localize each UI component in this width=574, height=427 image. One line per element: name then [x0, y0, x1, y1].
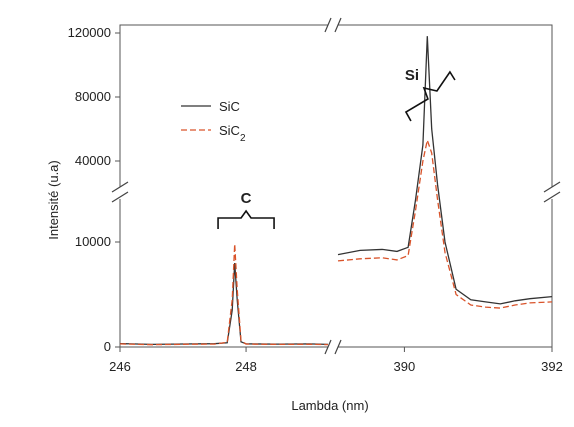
y-tick-label: 120000	[68, 25, 111, 40]
series-line-left-0	[119, 262, 329, 346]
y-axis-title: Intensité (u.a)	[46, 160, 61, 240]
bottom-axis-break-gap	[328, 339, 338, 355]
bottom-axis-break-mark	[334, 339, 342, 355]
plot-border	[119, 24, 553, 348]
c-annotation-label: C	[241, 190, 252, 207]
x-tick-label: 246	[109, 359, 131, 374]
si-annotation-label: Si	[405, 67, 419, 84]
bottom-axis-break-mark	[324, 339, 332, 355]
y-tick-label: 40000	[75, 153, 111, 168]
x-axis-title: Lambda (nm)	[291, 398, 368, 413]
left-axis-break-mark	[111, 181, 129, 193]
c-bracket	[217, 209, 275, 229]
si-bracket	[404, 70, 456, 122]
y-tick-label: 80000	[75, 89, 111, 104]
top-axis-break-mark	[324, 17, 332, 33]
series-line-right-0	[337, 36, 553, 305]
series-line-left-1	[119, 244, 329, 346]
x-tick-label: 392	[541, 359, 563, 374]
y-tick-label: 10000	[75, 234, 111, 249]
x-tick-label: 248	[235, 359, 257, 374]
right-axis-break-mark	[543, 181, 561, 193]
series-line-right-1	[337, 137, 553, 309]
legend-label-1: SiC2	[219, 123, 246, 144]
left-axis-break-mark	[111, 191, 129, 203]
y-tick-label: 0	[104, 339, 111, 354]
right-axis-break-mark	[543, 191, 561, 203]
x-tick-label: 390	[394, 359, 416, 374]
top-axis-break-mark	[334, 17, 342, 33]
top-axis-break-gap	[328, 17, 338, 33]
legend-label-0: SiC	[219, 99, 240, 114]
